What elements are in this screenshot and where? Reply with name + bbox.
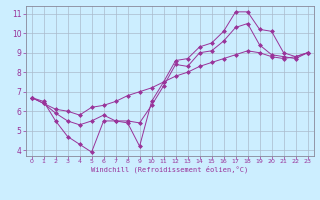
X-axis label: Windchill (Refroidissement éolien,°C): Windchill (Refroidissement éolien,°C) bbox=[91, 166, 248, 173]
